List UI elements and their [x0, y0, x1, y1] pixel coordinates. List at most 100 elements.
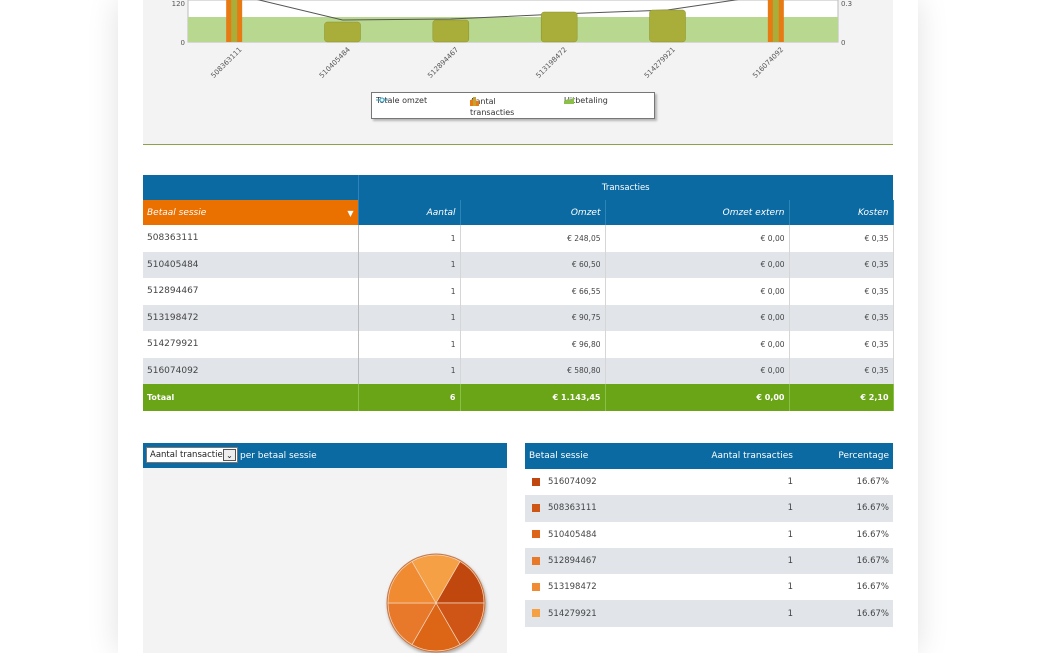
list-item[interactable]: 508363111 1 16.67% [525, 495, 893, 522]
pie-slice[interactable] [435, 602, 485, 646]
legend-label: Totale omzet [376, 96, 428, 105]
table-row[interactable]: 514279921 1 € 96,80 € 0,00 € 0,35 [143, 331, 894, 358]
list-item[interactable]: 514279921 1 16.67% [525, 600, 893, 627]
table-column-header-row: Betaal sessie ▼ Aantal Omzet Omzet exter… [143, 200, 894, 225]
column-header-omzet-extern[interactable]: Omzet extern [605, 200, 790, 225]
betaal-sessie-selector[interactable]: Betaal sessie ▼ [143, 200, 359, 225]
line-marker-icon [376, 97, 388, 103]
side-cell-aantal: 1 [675, 495, 797, 522]
chevron-down-icon: ⌄ [223, 449, 236, 461]
combined-chart: 120 0 0.3 0 508363111 510405484 512894467 5… [143, 0, 893, 145]
table-row[interactable]: 508363111 1 € 248,05 € 0,00 € 0,35 [143, 225, 894, 252]
pie-metric-select[interactable]: Aantal transacties ⌄ [146, 447, 238, 463]
cell-omzet-extern: € 0,00 [605, 278, 790, 305]
x-tick-label: 516074092 [751, 46, 785, 80]
table-row[interactable]: 516074092 1 € 580,80 € 0,00 € 0,35 [143, 357, 894, 384]
side-cell-sessie: 513198472 [548, 582, 597, 593]
color-swatch [532, 530, 540, 539]
x-tick-label: 512894467 [426, 46, 460, 80]
side-cell-pct: 16.67% [797, 574, 893, 601]
legend-item-uitbetaling[interactable]: Uitbetaling [564, 96, 608, 105]
side-cell-pct: 16.67% [797, 495, 893, 522]
legend-label-line1: Aantal [470, 97, 496, 106]
color-swatch [532, 477, 540, 486]
cell-kosten: € 0,35 [789, 304, 894, 331]
cell-sessie: 508363111 [143, 225, 359, 252]
side-cell-aantal: 1 [675, 574, 797, 601]
y-right-tick-0: 0 [841, 39, 845, 47]
pie-slice[interactable] [387, 560, 437, 604]
legend-item-aantal-transacties[interactable]: Aantal transacties [470, 96, 514, 118]
bar-marker-icon [470, 97, 479, 106]
cell-sessie: 510405484 [143, 251, 359, 278]
cell-omzet-extern: € 0,00 [605, 331, 790, 358]
line-totale-omzet [257, 0, 739, 21]
cell-omzet-extern: € 0,00 [605, 251, 790, 278]
pie-slice[interactable] [411, 554, 461, 604]
side-cell-sessie: 512894467 [548, 556, 597, 567]
cell-sessie: 513198472 [143, 304, 359, 331]
caret-down-icon: ▼ [347, 208, 354, 218]
cell-sessie: 516074092 [143, 357, 359, 384]
cell-omzet: € 66,55 [460, 278, 606, 305]
side-cell-aantal: 1 [675, 600, 797, 627]
side-header-aantal[interactable]: Aantal transacties [675, 443, 797, 469]
pie-slice[interactable] [435, 560, 485, 604]
side-cell-sessie: 508363111 [548, 503, 597, 514]
side-header-sessie[interactable]: Betaal sessie [525, 443, 675, 469]
cell-omzet-extern: € 0,00 [605, 357, 790, 384]
pie-legend-table: Betaal sessie Aantal transacties Percent… [525, 443, 893, 627]
y-right-tick-0-3: 0.3 [841, 0, 852, 8]
legend-label: Uitbetaling [564, 96, 608, 105]
list-item[interactable]: 512894467 1 16.67% [525, 547, 893, 575]
table-row[interactable]: 510405484 1 € 60,50 € 0,00 € 0,35 [143, 251, 894, 278]
y-left-tick-0: 0 [181, 39, 185, 47]
list-item[interactable]: 513198472 1 16.67% [525, 574, 893, 601]
color-swatch [532, 582, 540, 591]
total-omzet-extern: € 0,00 [605, 384, 790, 411]
cell-sessie: 512894467 [143, 278, 359, 305]
pie-slice[interactable] [411, 602, 461, 652]
chart-legend: Totale omzet Aantal transacties Uitbetal… [371, 92, 655, 119]
color-swatch [532, 556, 540, 565]
list-item[interactable]: 510405484 1 16.67% [525, 521, 893, 548]
cell-omzet: € 96,80 [460, 331, 606, 358]
select-value: Aantal transacties [150, 450, 228, 460]
selector-label: Betaal sessie [147, 207, 207, 218]
table-row[interactable]: 513198472 1 € 90,75 € 0,00 € 0,35 [143, 304, 894, 331]
x-tick-label: 510405484 [318, 45, 352, 79]
group-header-transacties: Transacties [358, 175, 894, 200]
side-cell-pct: 16.67% [797, 469, 893, 496]
pie-header: Aantal transacties ⌄ per betaal sessie [143, 443, 507, 468]
cell-kosten: € 0,35 [789, 357, 894, 384]
cell-aantal: 1 [358, 357, 461, 384]
total-aantal: 6 [358, 384, 461, 411]
column-header-aantal[interactable]: Aantal [358, 200, 461, 225]
empty-header-cell [143, 175, 359, 200]
table-row[interactable]: 512894467 1 € 66,55 € 0,00 € 0,35 [143, 278, 894, 305]
cell-kosten: € 0,35 [789, 251, 894, 278]
side-header-percentage[interactable]: Percentage [797, 443, 893, 469]
cell-omzet: € 248,05 [460, 225, 606, 252]
side-cell-pct: 16.67% [797, 521, 893, 548]
cell-aantal: 1 [358, 251, 461, 278]
side-cell-pct: 16.67% [797, 600, 893, 627]
side-cell-aantal: 1 [675, 469, 797, 496]
list-item[interactable]: 516074092 1 16.67% [525, 469, 893, 496]
cell-aantal: 1 [358, 331, 461, 358]
legend-item-totale-omzet[interactable]: Totale omzet [376, 96, 427, 105]
cell-kosten: € 0,35 [789, 225, 894, 252]
transactions-table: Transacties Betaal sessie ▼ Aantal Omzet… [143, 175, 894, 411]
side-table-header-row: Betaal sessie Aantal transacties Percent… [525, 443, 893, 469]
pie-chart-panel: Aantal transacties ⌄ per betaal sessie [143, 443, 507, 653]
x-tick-label: 514279921 [643, 46, 677, 80]
cell-sessie: 514279921 [143, 331, 359, 358]
column-header-kosten[interactable]: Kosten [789, 200, 894, 225]
bar-aantal [324, 21, 361, 43]
color-swatch [532, 609, 540, 618]
legend-label-line2: transacties [470, 108, 515, 117]
pie-slice[interactable] [387, 602, 437, 646]
total-label: Totaal [143, 384, 359, 411]
total-kosten: € 2,10 [789, 384, 894, 411]
column-header-omzet[interactable]: Omzet [460, 200, 606, 225]
